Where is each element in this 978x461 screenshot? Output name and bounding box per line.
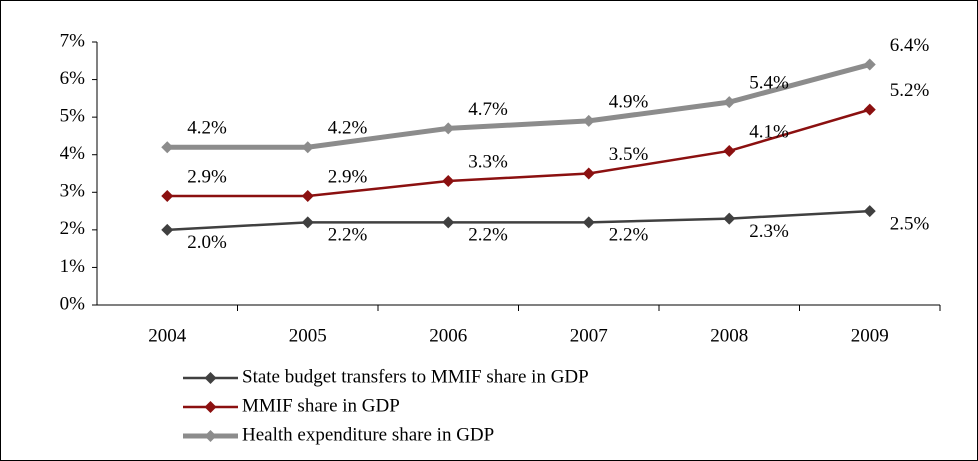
data-label: 2.9%	[187, 166, 227, 187]
data-label: 2.9%	[328, 166, 368, 187]
x-tick-label: 2007	[570, 325, 608, 346]
marker	[863, 103, 876, 116]
marker	[161, 190, 174, 203]
marker	[723, 212, 736, 225]
y-tick-label: 1%	[60, 256, 86, 277]
y-tick-label: 6%	[60, 68, 86, 89]
marker	[723, 96, 736, 109]
data-label: 2.3%	[749, 221, 789, 242]
legend-label: State budget transfers to MMIF share in …	[242, 366, 589, 387]
x-tick-label: 2008	[710, 325, 748, 346]
data-label: 4.7%	[468, 99, 508, 120]
data-label: 2.5%	[890, 213, 930, 234]
data-label: 6.4%	[890, 35, 930, 56]
marker	[442, 175, 455, 188]
marker	[301, 190, 314, 203]
marker	[301, 141, 314, 154]
data-label: 4.1%	[749, 121, 789, 142]
data-label: 3.5%	[609, 144, 649, 165]
data-label: 5.4%	[749, 72, 789, 93]
data-label: 5.2%	[890, 80, 930, 101]
y-tick-label: 2%	[60, 218, 86, 239]
marker	[582, 114, 595, 127]
data-label: 2.2%	[468, 225, 508, 246]
marker	[442, 216, 455, 229]
data-label: 4.9%	[609, 91, 649, 112]
x-tick-label: 2004	[148, 325, 187, 346]
y-tick-label: 3%	[60, 181, 86, 202]
legend-marker	[204, 372, 217, 384]
marker	[161, 223, 174, 236]
marker	[582, 216, 595, 229]
x-tick-label: 2009	[851, 325, 889, 346]
x-tick-label: 2006	[429, 325, 467, 346]
data-label: 2.2%	[609, 225, 649, 246]
y-tick-label: 0%	[60, 293, 86, 314]
legend-marker	[204, 401, 217, 413]
data-label: 3.3%	[468, 151, 508, 172]
series-line	[167, 108, 871, 198]
data-label: 2.2%	[328, 225, 368, 246]
marker	[582, 167, 595, 180]
series-line	[167, 62, 871, 150]
marker	[863, 58, 876, 71]
series-line	[167, 209, 870, 232]
marker	[161, 141, 174, 154]
legend-marker	[204, 430, 217, 442]
marker	[863, 205, 876, 218]
y-tick-label: 5%	[60, 106, 86, 127]
marker	[723, 144, 736, 157]
y-tick-label: 7%	[60, 30, 86, 51]
data-label: 2.0%	[187, 232, 227, 253]
legend-label: Health expenditure share in GDP	[242, 424, 494, 445]
marker	[301, 216, 314, 229]
marker	[442, 122, 455, 135]
x-tick-label: 2005	[289, 325, 327, 346]
data-label: 4.2%	[328, 118, 368, 139]
y-tick-label: 4%	[60, 143, 86, 164]
legend-label: MMIF share in GDP	[242, 395, 400, 416]
data-label: 4.2%	[187, 118, 227, 139]
